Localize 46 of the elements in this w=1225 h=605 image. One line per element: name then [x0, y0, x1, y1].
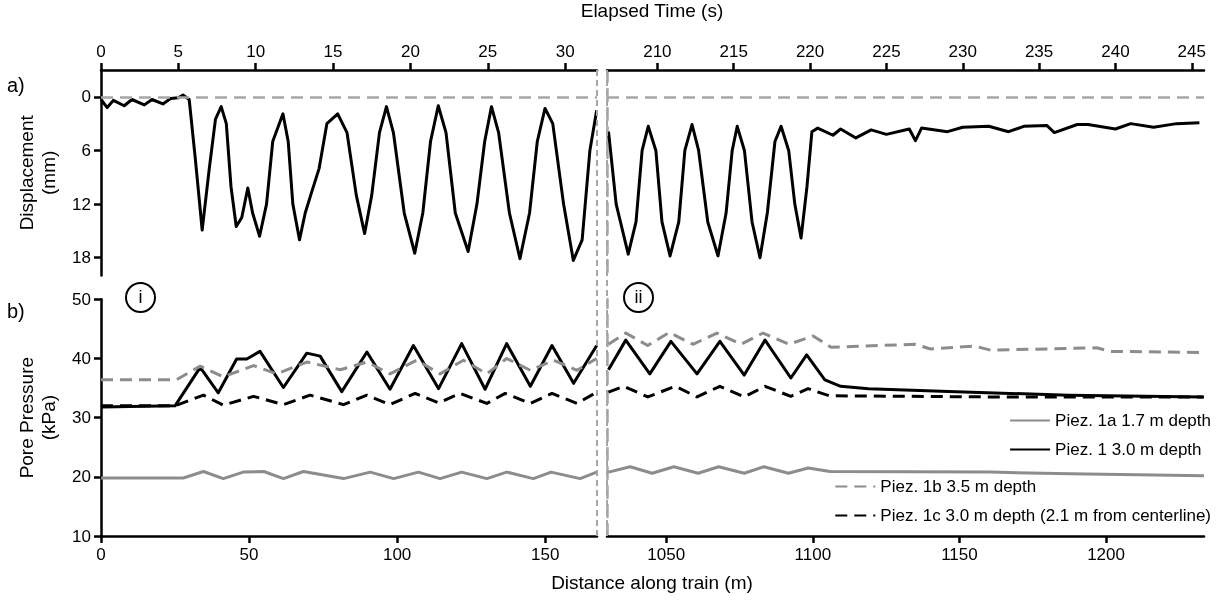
x-tick-label: 1150	[941, 545, 978, 564]
circle-outline: ii	[623, 282, 654, 313]
annotation: i	[138, 287, 143, 308]
x-tick-label: 215	[719, 42, 748, 61]
y-axis-title: Displacement (mm)	[15, 114, 59, 231]
x-tick-label: 15	[323, 42, 343, 61]
x-tick-label: 10	[246, 42, 266, 61]
x-tick-label: 245	[1177, 42, 1206, 61]
x-tick-label: 20	[400, 42, 420, 61]
x-tick-label: 25	[478, 42, 498, 61]
x-tick-label: 220	[795, 42, 825, 61]
y-tick-label: 6	[81, 140, 91, 160]
y-tick-label: 40	[72, 348, 91, 368]
y-tick-label: 18	[72, 248, 91, 268]
x-tick-label: 230	[948, 42, 977, 61]
y-tick-label: 20	[72, 467, 91, 487]
chart-title: a)	[7, 74, 25, 96]
x-tick-label: 5	[173, 42, 184, 61]
y-tick-label: 12	[72, 194, 91, 214]
x-axis-title: Distance along train (m)	[551, 572, 753, 594]
x-axis-title: Elapsed Time (s)	[580, 0, 724, 22]
x-tick-label: 210	[643, 42, 672, 61]
legend-label: Piez. 1 3.0 m depth	[1055, 440, 1202, 459]
circle-outline: i	[125, 282, 156, 313]
y-axis-title: Pore Pressure (kPa)	[15, 356, 59, 479]
y-tick-label: 30	[72, 408, 91, 428]
legend-label: Piez. 1b 3.5 m depth	[880, 477, 1037, 496]
x-tick-label: 0	[96, 545, 106, 564]
legend-label: Piez. 1c 3.0 m depth (2.1 m from centerline)	[880, 506, 1212, 525]
x-tick-label: 240	[1101, 42, 1130, 61]
chart-title: b)	[7, 300, 25, 322]
x-tick-label: 1100	[794, 545, 832, 564]
x-tick-label: 0	[96, 42, 106, 61]
y-tick-label: 50	[72, 289, 91, 309]
x-tick-label: 100	[382, 545, 412, 564]
x-tick-label: 225	[872, 42, 901, 61]
x-tick-label: 30	[555, 42, 575, 61]
legend-label: Piez. 1a 1.7 m depth	[1055, 411, 1212, 430]
x-tick-label: 50	[239, 545, 259, 564]
y-tick-label: 0	[81, 87, 91, 107]
x-tick-label: 1050	[647, 545, 686, 564]
x-tick-label: 1200	[1087, 545, 1125, 564]
x-tick-label: 235	[1024, 42, 1054, 61]
x-tick-label: 150	[530, 545, 560, 564]
annotation: ii	[634, 287, 643, 308]
y-tick-label: 10	[72, 526, 91, 546]
